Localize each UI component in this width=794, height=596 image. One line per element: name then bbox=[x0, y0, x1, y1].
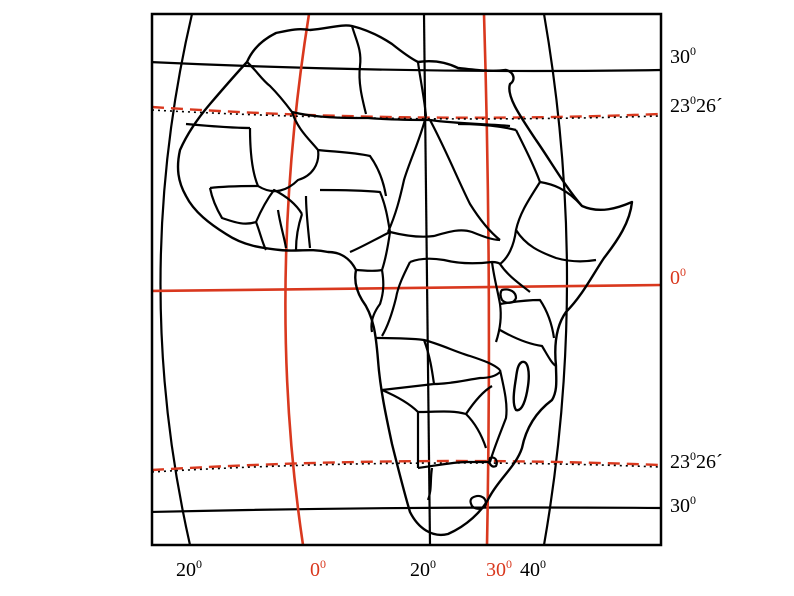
label-20e: 200 bbox=[410, 557, 436, 581]
label-30n-sup: 0 bbox=[690, 44, 696, 58]
parallel-30s bbox=[152, 506, 661, 514]
label-tropic-capricorn: 23026´ bbox=[670, 449, 723, 473]
border-mozambique bbox=[488, 369, 508, 463]
border-west-coast-1 bbox=[208, 187, 257, 225]
border-ghana bbox=[294, 213, 304, 251]
label-20w-deg: 20 bbox=[176, 559, 196, 581]
border-south-africa bbox=[417, 460, 490, 470]
label-30n-deg: 30 bbox=[670, 46, 690, 68]
label-tropic-cancer-sup: 0 bbox=[690, 93, 696, 107]
label-prime-meridian: 00 bbox=[310, 557, 326, 581]
label-tropic-cancer-min: 26´ bbox=[696, 95, 723, 117]
label-30e-deg: 30 bbox=[486, 559, 506, 581]
border-mali bbox=[257, 111, 320, 193]
border-drc-west bbox=[381, 261, 411, 337]
border-namibia bbox=[381, 388, 420, 468]
border-swaziland bbox=[488, 456, 498, 468]
label-prime-meridian-sup: 0 bbox=[320, 557, 326, 571]
border-drc-east bbox=[490, 261, 502, 343]
border-drc-north bbox=[409, 257, 501, 265]
label-tropic-cancer-deg: 23 bbox=[670, 95, 690, 117]
meridian-40e bbox=[542, 14, 569, 545]
border-mauritania bbox=[209, 127, 260, 190]
parallel-30n bbox=[152, 60, 661, 73]
meridian-20w bbox=[159, 14, 194, 545]
border-somalia bbox=[514, 181, 597, 263]
border-angola bbox=[375, 336, 436, 392]
border-zambia bbox=[423, 338, 501, 371]
border-sudan bbox=[429, 119, 501, 241]
country-borders bbox=[185, 25, 597, 510]
border-western-sahara bbox=[185, 122, 251, 130]
label-equator-deg: 0 bbox=[670, 267, 680, 289]
meridian-30e-line bbox=[482, 14, 491, 545]
border-zimbabwe bbox=[465, 385, 493, 415]
label-30s-sup: 0 bbox=[690, 493, 696, 507]
border-uganda-tanzania bbox=[499, 298, 556, 339]
label-20e-deg: 20 bbox=[410, 559, 430, 581]
border-kenya bbox=[498, 229, 531, 293]
label-40e-sup: 0 bbox=[540, 557, 546, 571]
border-guinea-gulf-2 bbox=[276, 209, 288, 249]
border-guinea-gulf-1 bbox=[254, 221, 267, 251]
border-morocco-algeria bbox=[246, 61, 293, 113]
border-egypt-sudan bbox=[457, 122, 517, 132]
border-chad bbox=[386, 115, 428, 233]
label-20w: 200 bbox=[176, 557, 202, 581]
label-30e: 300 bbox=[486, 557, 512, 581]
label-tropic-capricorn-sup: 0 bbox=[690, 449, 696, 463]
africa-outline bbox=[176, 24, 634, 537]
label-30e-sup: 0 bbox=[506, 557, 512, 571]
border-nigeria-west bbox=[304, 195, 312, 249]
border-car bbox=[389, 229, 501, 242]
label-equator: 00 bbox=[670, 265, 686, 289]
tropic-cancer-black bbox=[152, 109, 661, 120]
map-frame bbox=[150, 12, 663, 547]
border-gabon-congo bbox=[370, 269, 385, 333]
border-niger bbox=[317, 148, 388, 197]
tropic-capricorn-black bbox=[152, 462, 661, 473]
tropic-cancer-red bbox=[152, 105, 661, 119]
label-20e-sup: 0 bbox=[430, 557, 436, 571]
border-algeria-libya bbox=[350, 25, 368, 115]
border-zambia-south bbox=[433, 371, 501, 386]
label-30s-deg: 30 bbox=[670, 495, 690, 517]
border-tanzania-south bbox=[499, 329, 557, 367]
border-nigeria bbox=[319, 188, 392, 254]
prime-meridian-line bbox=[284, 14, 311, 545]
label-tropic-capricorn-deg: 23 bbox=[670, 451, 690, 473]
border-libya-egypt bbox=[416, 61, 428, 117]
label-40e: 400 bbox=[520, 557, 546, 581]
label-prime-meridian-deg: 0 bbox=[310, 559, 320, 581]
label-tropic-capricorn-min: 26´ bbox=[696, 451, 723, 473]
border-lesotho bbox=[469, 494, 488, 510]
equator-line bbox=[152, 283, 661, 293]
border-lake-victoria bbox=[499, 288, 518, 304]
label-tropic-cancer: 23026´ bbox=[670, 93, 723, 117]
map-content bbox=[152, 14, 661, 545]
border-cameroon bbox=[355, 231, 392, 272]
border-west-coast-2 bbox=[254, 188, 303, 223]
label-40e-deg: 40 bbox=[520, 559, 540, 581]
border-sa-inner bbox=[426, 467, 434, 501]
label-equator-sup: 0 bbox=[680, 265, 686, 279]
label-30n: 300 bbox=[670, 44, 696, 68]
tropic-capricorn-red bbox=[152, 459, 661, 472]
madagascar-outline bbox=[512, 360, 530, 412]
label-30s: 300 bbox=[670, 493, 696, 517]
label-20w-sup: 0 bbox=[196, 557, 202, 571]
